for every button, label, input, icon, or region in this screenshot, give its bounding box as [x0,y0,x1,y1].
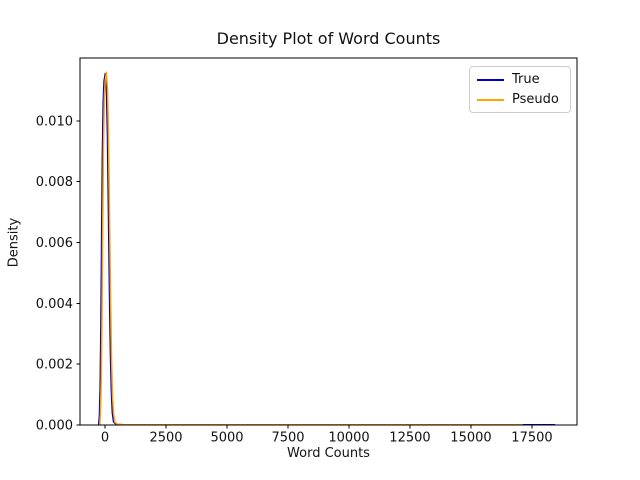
y-tick-label: 0.010 [36,114,73,129]
x-tick-label: 7500 [271,431,304,446]
axis-ticks [76,120,533,429]
y-tick-label: 0.000 [36,419,73,434]
legend-item-pseudo: Pseudo [477,91,563,108]
y-tick-label: 0.004 [36,297,73,312]
x-tick-label: 12500 [389,431,430,446]
x-tick-label: 2500 [149,431,182,446]
y-tick-label: 0.008 [36,175,73,190]
chart-title: Density Plot of Word Counts [216,29,441,48]
legend-label: Pseudo [512,92,559,107]
y-tick-label: 0.002 [36,358,73,373]
legend-label: True [512,72,540,87]
plot-frame [79,57,578,426]
legend-line-true [477,78,504,81]
x-tick-label: 17500 [511,431,552,446]
legend-line-pseudo [477,98,504,101]
x-tick-label: 10000 [328,431,369,446]
legend-item-true: True [477,71,563,88]
y-tick-label: 0.006 [36,236,73,251]
series-line-pseudo [99,71,523,426]
series-lines [97,71,556,426]
tick-labels: 0 2500 5000 7500 10000 12500 15000 17500 0.000 0.… [36,114,553,445]
x-tick-label: 5000 [210,431,243,446]
x-tick-label: 15000 [450,431,491,446]
y-axis-label: Density [6,217,22,268]
x-tick-label: 0 [101,431,109,446]
series-line-true [97,72,556,426]
x-axis-label: Word Counts [287,446,370,461]
legend: True Pseudo [469,66,571,113]
